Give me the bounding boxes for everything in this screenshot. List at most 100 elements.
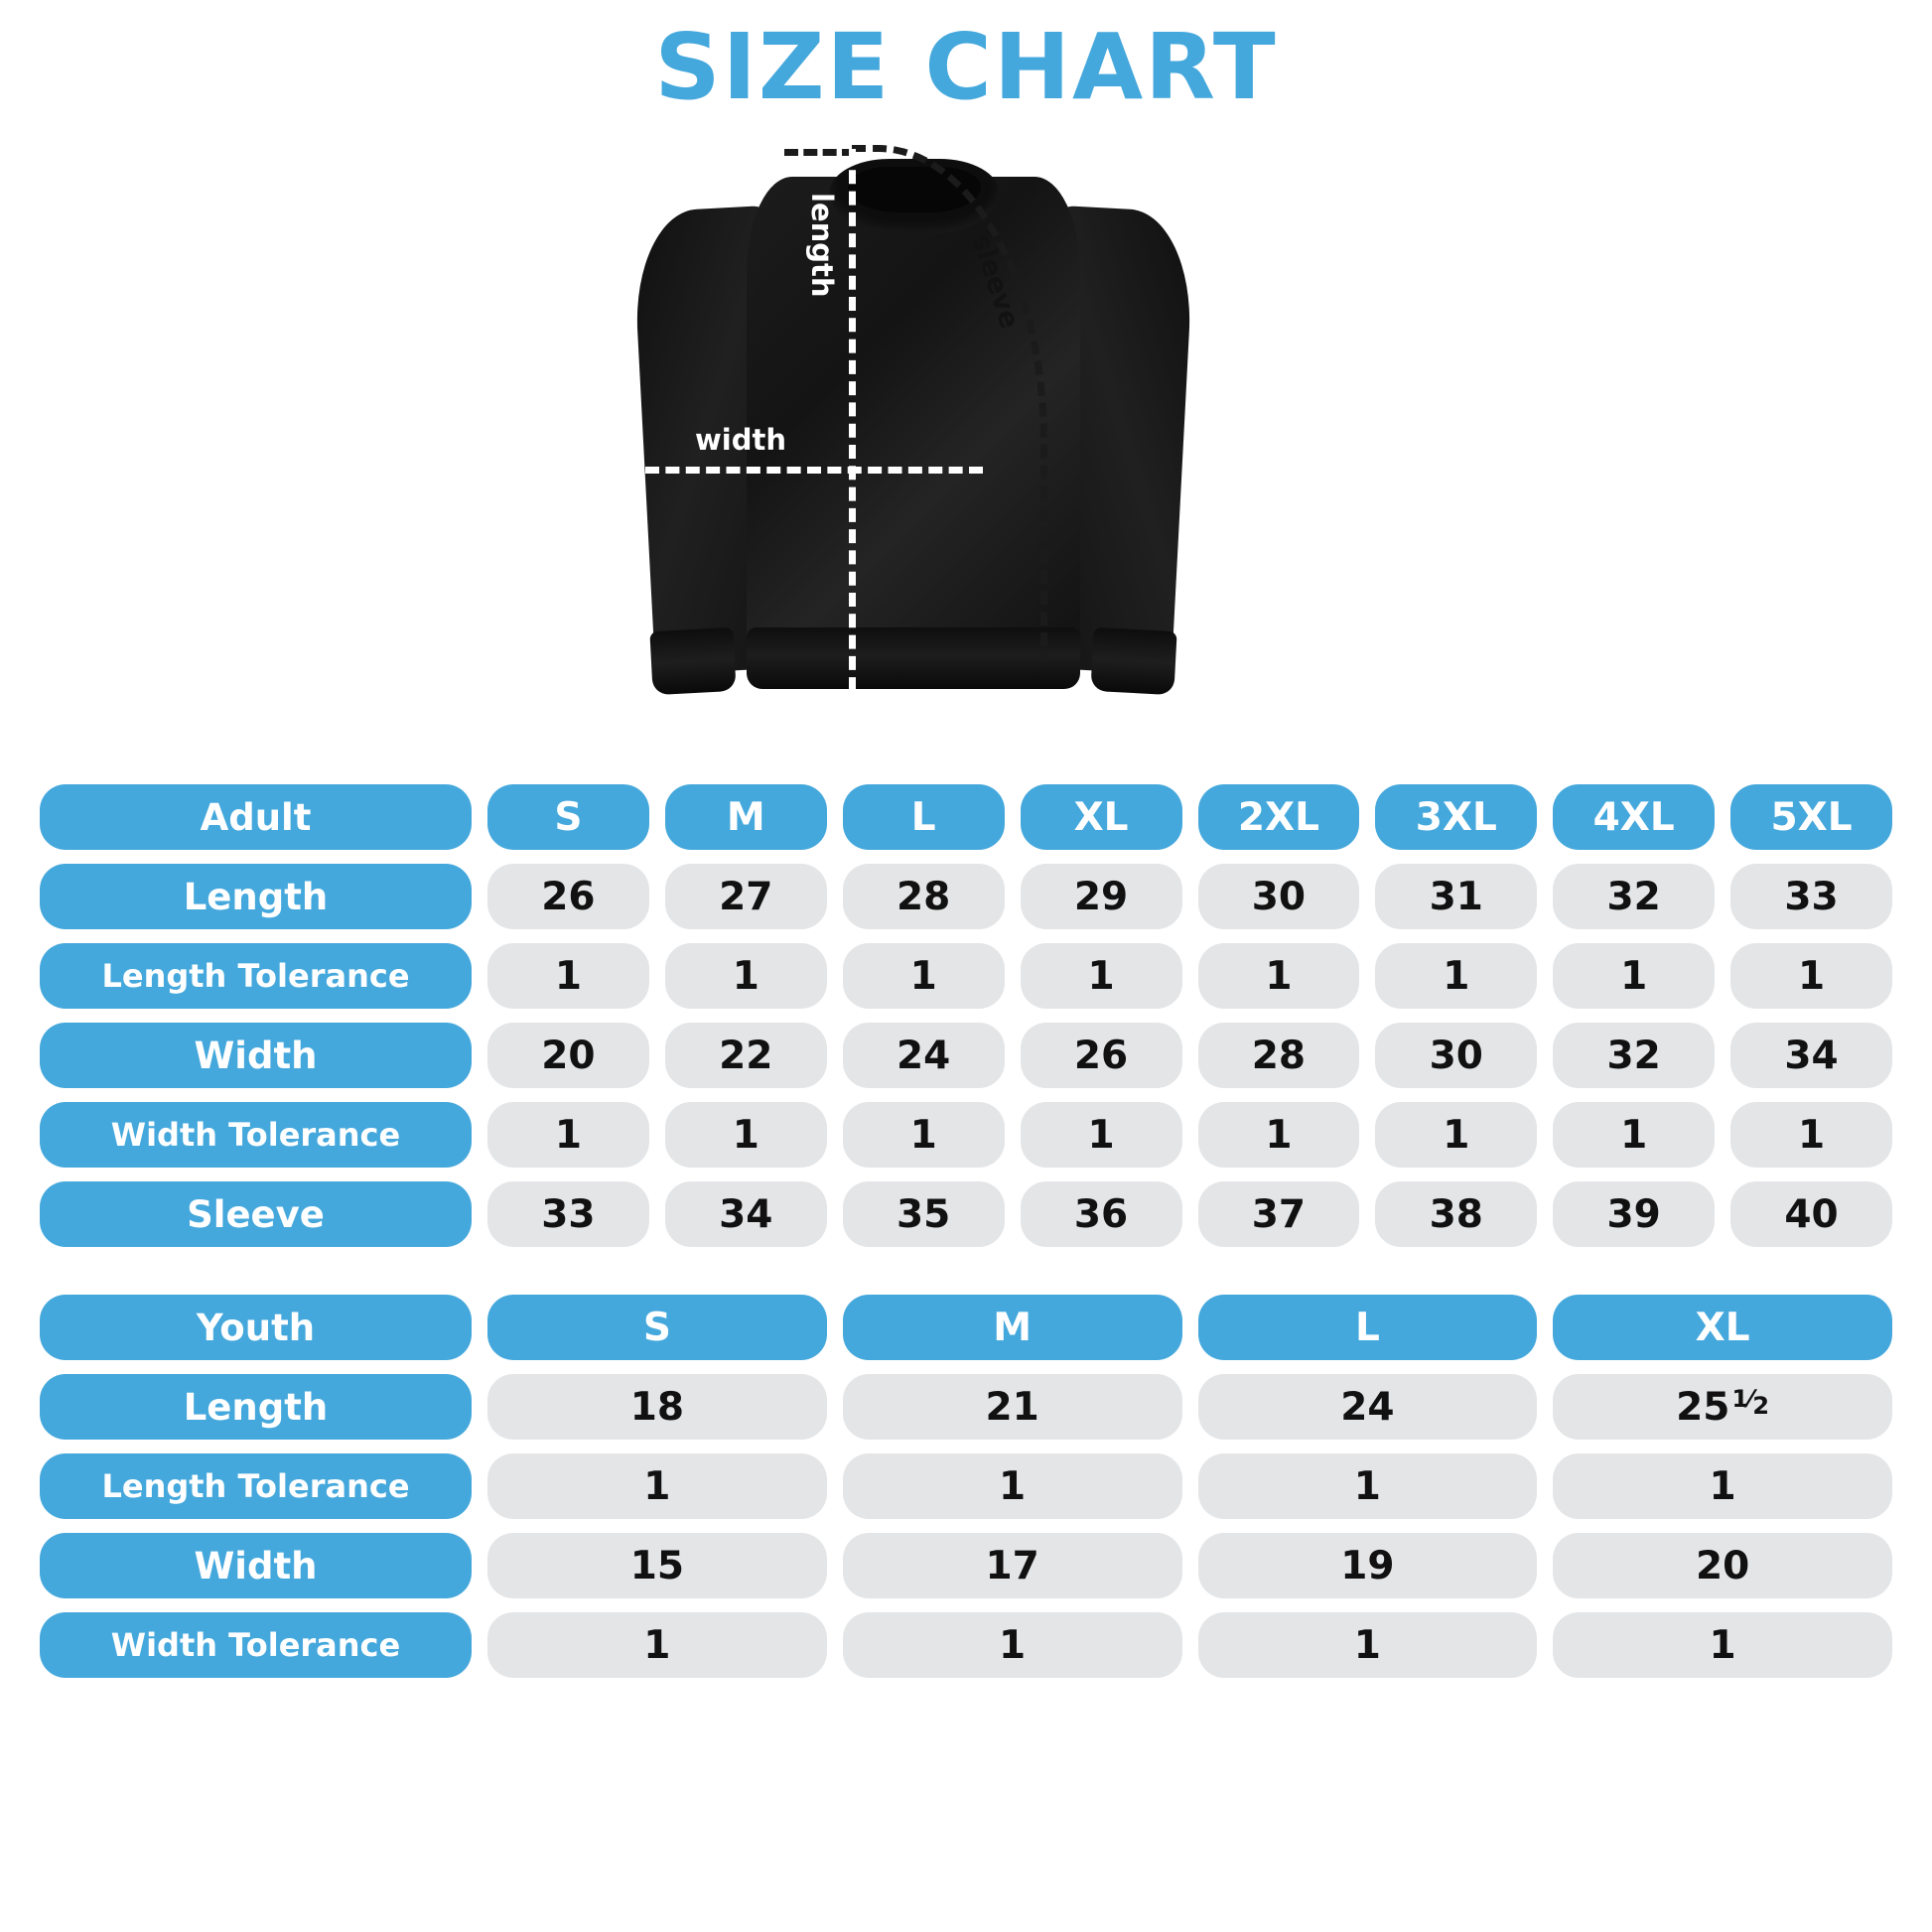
- cell-value: 34: [1730, 1023, 1892, 1088]
- cell-value: 24: [842, 1023, 1005, 1088]
- table-header-row: Adult S M L XL 2XL 3XL 4XL 5XL: [40, 784, 1892, 850]
- cell-value: 36: [1020, 1181, 1182, 1247]
- row-label-length-tolerance: Length Tolerance: [40, 943, 472, 1009]
- column-header-m: M: [664, 784, 827, 850]
- cell-value: 24: [1197, 1374, 1538, 1440]
- cell-value: 27: [664, 864, 827, 929]
- cell-value: 38: [1375, 1181, 1538, 1247]
- cell-value: 1: [664, 943, 827, 1009]
- cell-value: 26: [1020, 1023, 1182, 1088]
- cell-value: 35: [842, 1181, 1005, 1247]
- length-measure-top-line-icon: [784, 149, 856, 156]
- cell-value: 1: [842, 1612, 1182, 1678]
- table-row: Width Tolerance 1 1 1 1 1 1 1 1: [40, 1102, 1892, 1168]
- row-label-length: Length: [40, 864, 472, 929]
- adult-size-table: Adult S M L XL 2XL 3XL 4XL 5XL Length 26…: [40, 784, 1892, 1247]
- table-row: Length Tolerance 1 1 1 1 1 1 1 1: [40, 943, 1892, 1009]
- cell-value: 34: [664, 1181, 827, 1247]
- table-header-row: Youth S M L XL: [40, 1295, 1892, 1360]
- cell-value: 1: [1375, 1102, 1538, 1168]
- cell-value: 15: [487, 1533, 827, 1598]
- cell-value: 1: [842, 943, 1005, 1009]
- cell-value: 17: [842, 1533, 1182, 1598]
- column-header-xl: XL: [1020, 784, 1182, 850]
- cell-value: 1: [487, 1612, 827, 1678]
- cell-value: 1: [1730, 943, 1892, 1009]
- cell-value: 20: [487, 1023, 649, 1088]
- cell-value: 20: [1553, 1533, 1892, 1598]
- youth-column-header-s: S: [487, 1295, 827, 1360]
- cell-value: 37: [1197, 1181, 1360, 1247]
- cell-value: 30: [1197, 864, 1360, 929]
- table-row: Width 15 17 19 20: [40, 1533, 1892, 1598]
- cell-value: 1: [1020, 943, 1182, 1009]
- column-header-s: S: [487, 784, 649, 850]
- table-row: Length 18 21 24 25 1⁄2: [40, 1374, 1892, 1440]
- cell-value: 40: [1730, 1181, 1892, 1247]
- garment-illustration: width length sleeve: [0, 119, 1932, 784]
- cell-value: 29: [1020, 864, 1182, 929]
- cell-value: 1: [1553, 1102, 1716, 1168]
- row-label-length: Length: [40, 1374, 472, 1440]
- youth-size-table: Youth S M L XL Length 18 21 24 25 1⁄2 Len…: [40, 1295, 1892, 1678]
- table-row: Length Tolerance 1 1 1 1: [40, 1453, 1892, 1519]
- youth-header-label: Youth: [40, 1295, 472, 1360]
- youth-column-header-m: M: [842, 1295, 1182, 1360]
- cell-value: 28: [842, 864, 1005, 929]
- cell-value: 1: [842, 1102, 1005, 1168]
- right-cuff: [1090, 626, 1177, 696]
- cell-value: 1: [487, 943, 649, 1009]
- column-header-4xl: 4XL: [1553, 784, 1716, 850]
- column-header-5xl: 5XL: [1730, 784, 1892, 850]
- row-label-sleeve: Sleeve: [40, 1181, 472, 1247]
- column-header-3xl: 3XL: [1375, 784, 1538, 850]
- cell-value: 18: [487, 1374, 827, 1440]
- cell-value: 28: [1197, 1023, 1360, 1088]
- cell-value: 1: [1197, 943, 1360, 1009]
- length-label: length: [805, 193, 839, 298]
- column-header-l: L: [842, 784, 1005, 850]
- sweatshirt-graphic: width length sleeve: [630, 139, 1196, 755]
- cell-value: 26: [487, 864, 649, 929]
- cell-value: 1: [487, 1102, 649, 1168]
- page-title: SIZE CHART: [654, 14, 1278, 120]
- cell-value: 1: [1197, 1612, 1538, 1678]
- cell-value: 1: [487, 1453, 827, 1519]
- cell-value: 30: [1375, 1023, 1538, 1088]
- column-header-2xl: 2XL: [1197, 784, 1360, 850]
- cell-value: 1: [664, 1102, 827, 1168]
- cell-value: 39: [1553, 1181, 1716, 1247]
- cell-value: 32: [1553, 1023, 1716, 1088]
- cell-value: 1: [1553, 1612, 1892, 1678]
- row-label-length-tolerance: Length Tolerance: [40, 1453, 472, 1519]
- cell-value: 1: [1197, 1453, 1538, 1519]
- left-cuff: [649, 626, 737, 696]
- cell-value: 1: [1553, 943, 1716, 1009]
- cell-value: 1: [1730, 1102, 1892, 1168]
- table-row: Width Tolerance 1 1 1 1: [40, 1612, 1892, 1678]
- row-label-width-tolerance: Width Tolerance: [40, 1102, 472, 1168]
- width-measure-line-icon: [645, 467, 983, 474]
- cell-value: 1: [1020, 1102, 1182, 1168]
- table-row: Width 20 22 24 26 28 30 32 34: [40, 1023, 1892, 1088]
- cell-value: 1: [1553, 1453, 1892, 1519]
- youth-column-header-xl: XL: [1553, 1295, 1892, 1360]
- row-label-width: Width: [40, 1533, 472, 1598]
- cell-value: 33: [1730, 864, 1892, 929]
- cell-value: 1: [842, 1453, 1182, 1519]
- cell-value: 32: [1553, 864, 1716, 929]
- cell-value: 33: [487, 1181, 649, 1247]
- adult-header-label: Adult: [40, 784, 472, 850]
- cell-value: 22: [664, 1023, 827, 1088]
- cell-value: 1: [1197, 1102, 1360, 1168]
- width-label: width: [695, 423, 786, 457]
- row-label-width-tolerance: Width Tolerance: [40, 1612, 472, 1678]
- youth-column-header-l: L: [1197, 1295, 1538, 1360]
- cell-value: 31: [1375, 864, 1538, 929]
- row-label-width: Width: [40, 1023, 472, 1088]
- cell-value: 1: [1375, 943, 1538, 1009]
- table-row: Length 26 27 28 29 30 31 32 33: [40, 864, 1892, 929]
- length-measure-line-icon: [849, 149, 856, 755]
- cell-value: 19: [1197, 1533, 1538, 1598]
